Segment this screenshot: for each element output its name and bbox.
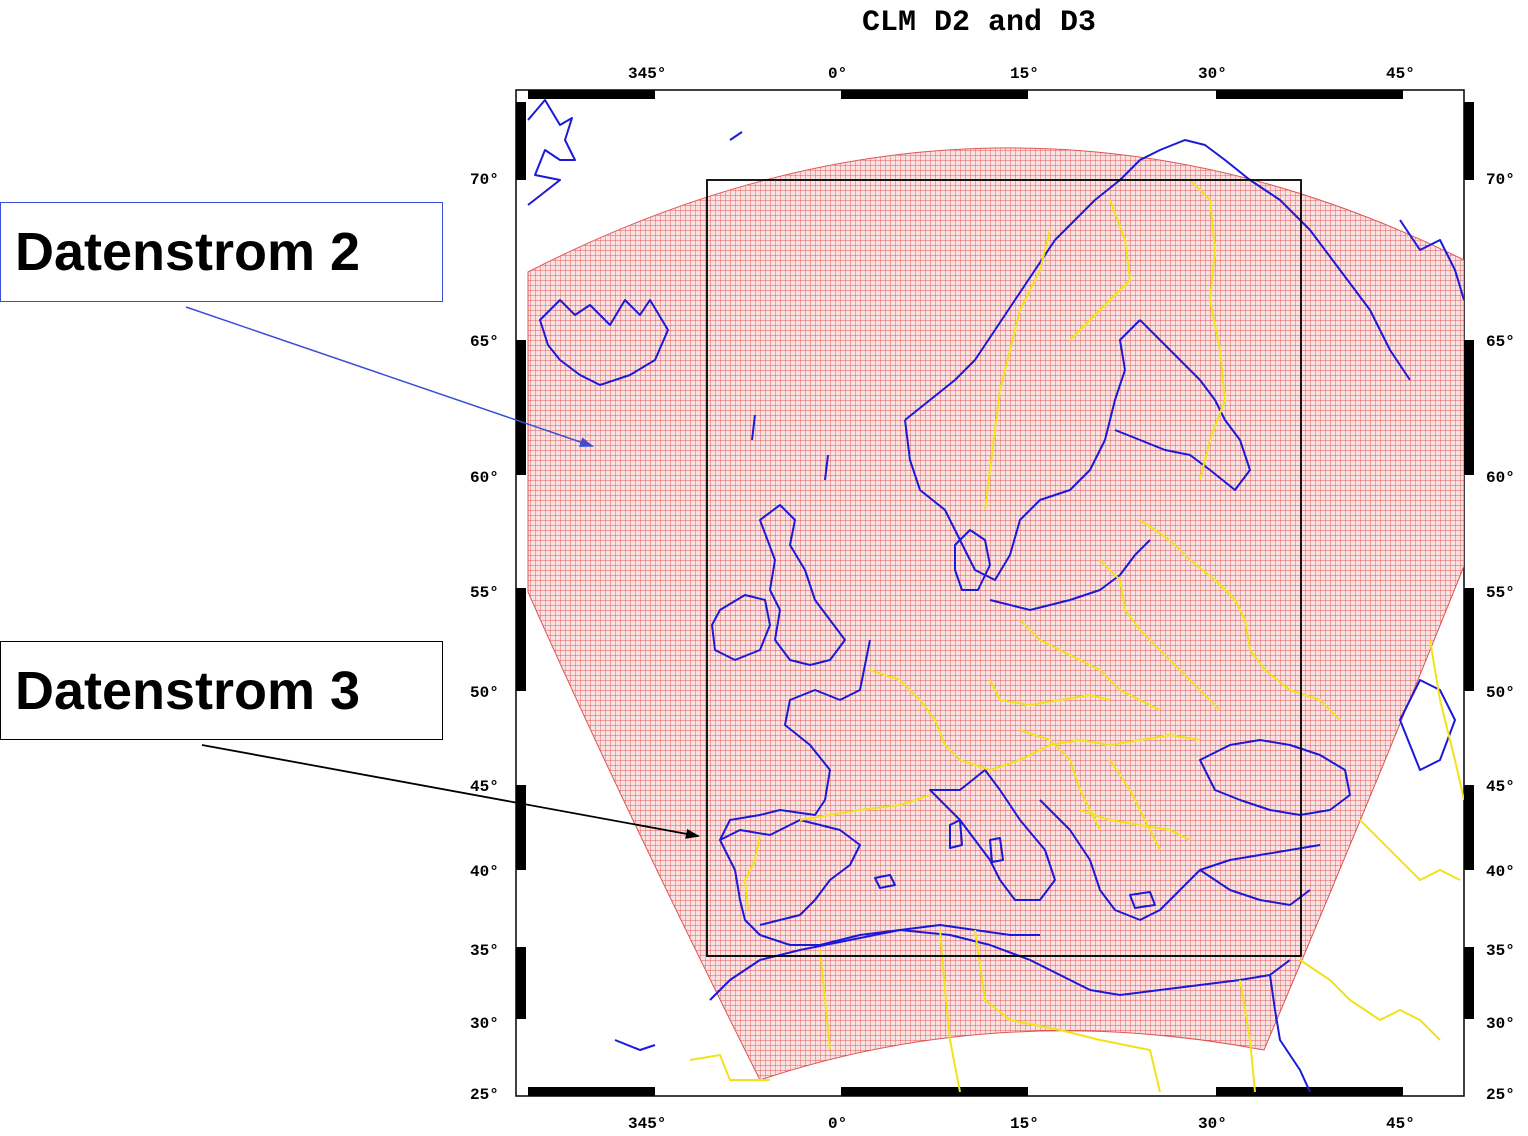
lat-ticks-left: 70° 65° 60° 55° 50° 45° 40° 35° 30° 25°: [470, 171, 499, 1104]
tick-lon-top: 345°: [628, 65, 666, 83]
d2-arrow: [185, 306, 594, 447]
lon-ticks-top: 345° 0° 15° 30° 45°: [628, 65, 1415, 83]
coastlines: [527, 99, 1464, 1092]
tick-lat-right: 55°: [1486, 584, 1515, 602]
d3-domain: [706, 179, 1302, 957]
tick-lat-right: 30°: [1486, 1015, 1515, 1033]
tick-lon-bottom: 15°: [1010, 1115, 1039, 1133]
tick-lat-left: 60°: [470, 469, 499, 487]
d3-arrow: [201, 744, 700, 839]
tick-lat-left: 70°: [470, 171, 499, 189]
tick-lat-left: 30°: [470, 1015, 499, 1033]
tick-lon-bottom: 345°: [628, 1115, 666, 1133]
map-title: CLM D2 and D3: [862, 6, 1097, 40]
lon-ticks-bottom: 345° 0° 15° 30° 45°: [628, 1115, 1415, 1133]
tick-lat-right: 25°: [1486, 1086, 1515, 1104]
tick-lon-bottom: 45°: [1386, 1115, 1415, 1133]
tick-lat-right: 65°: [1486, 333, 1515, 351]
tick-lat-left: 35°: [470, 942, 499, 960]
tick-lon-bottom: 30°: [1198, 1115, 1227, 1133]
tick-lat-right: 70°: [1486, 171, 1515, 189]
tick-lat-right: 40°: [1486, 863, 1515, 881]
borders: [689, 179, 1464, 1092]
tick-lat-right: 50°: [1486, 684, 1515, 702]
label-datenstrom-2-text: Datenstrom 2: [15, 222, 361, 282]
tick-lon-top: 15°: [1010, 65, 1039, 83]
tick-lon-top: 30°: [1198, 65, 1227, 83]
tick-lat-right: 35°: [1486, 942, 1515, 960]
tick-lat-left: 50°: [470, 684, 499, 702]
tick-lat-right: 45°: [1486, 778, 1515, 796]
d2-domain: [527, 147, 1464, 1081]
label-datenstrom-3-text: Datenstrom 3: [15, 660, 361, 721]
tick-lat-left: 45°: [470, 778, 499, 796]
tick-lat-right: 60°: [1486, 469, 1515, 487]
tick-lat-left: 55°: [470, 584, 499, 602]
lat-ticks-right: 70° 65° 60° 55° 50° 45° 40° 35° 30° 25°: [1486, 171, 1515, 1104]
label-datenstrom-3: Datenstrom 3: [0, 641, 443, 740]
label-datenstrom-2: Datenstrom 2: [0, 202, 443, 302]
tick-lon-bottom: 0°: [828, 1115, 847, 1133]
tick-lat-left: 25°: [470, 1086, 499, 1104]
tick-lon-top: 0°: [828, 65, 847, 83]
tick-lon-top: 45°: [1386, 65, 1415, 83]
tick-lat-left: 40°: [470, 863, 499, 881]
tick-lat-left: 65°: [470, 333, 499, 351]
